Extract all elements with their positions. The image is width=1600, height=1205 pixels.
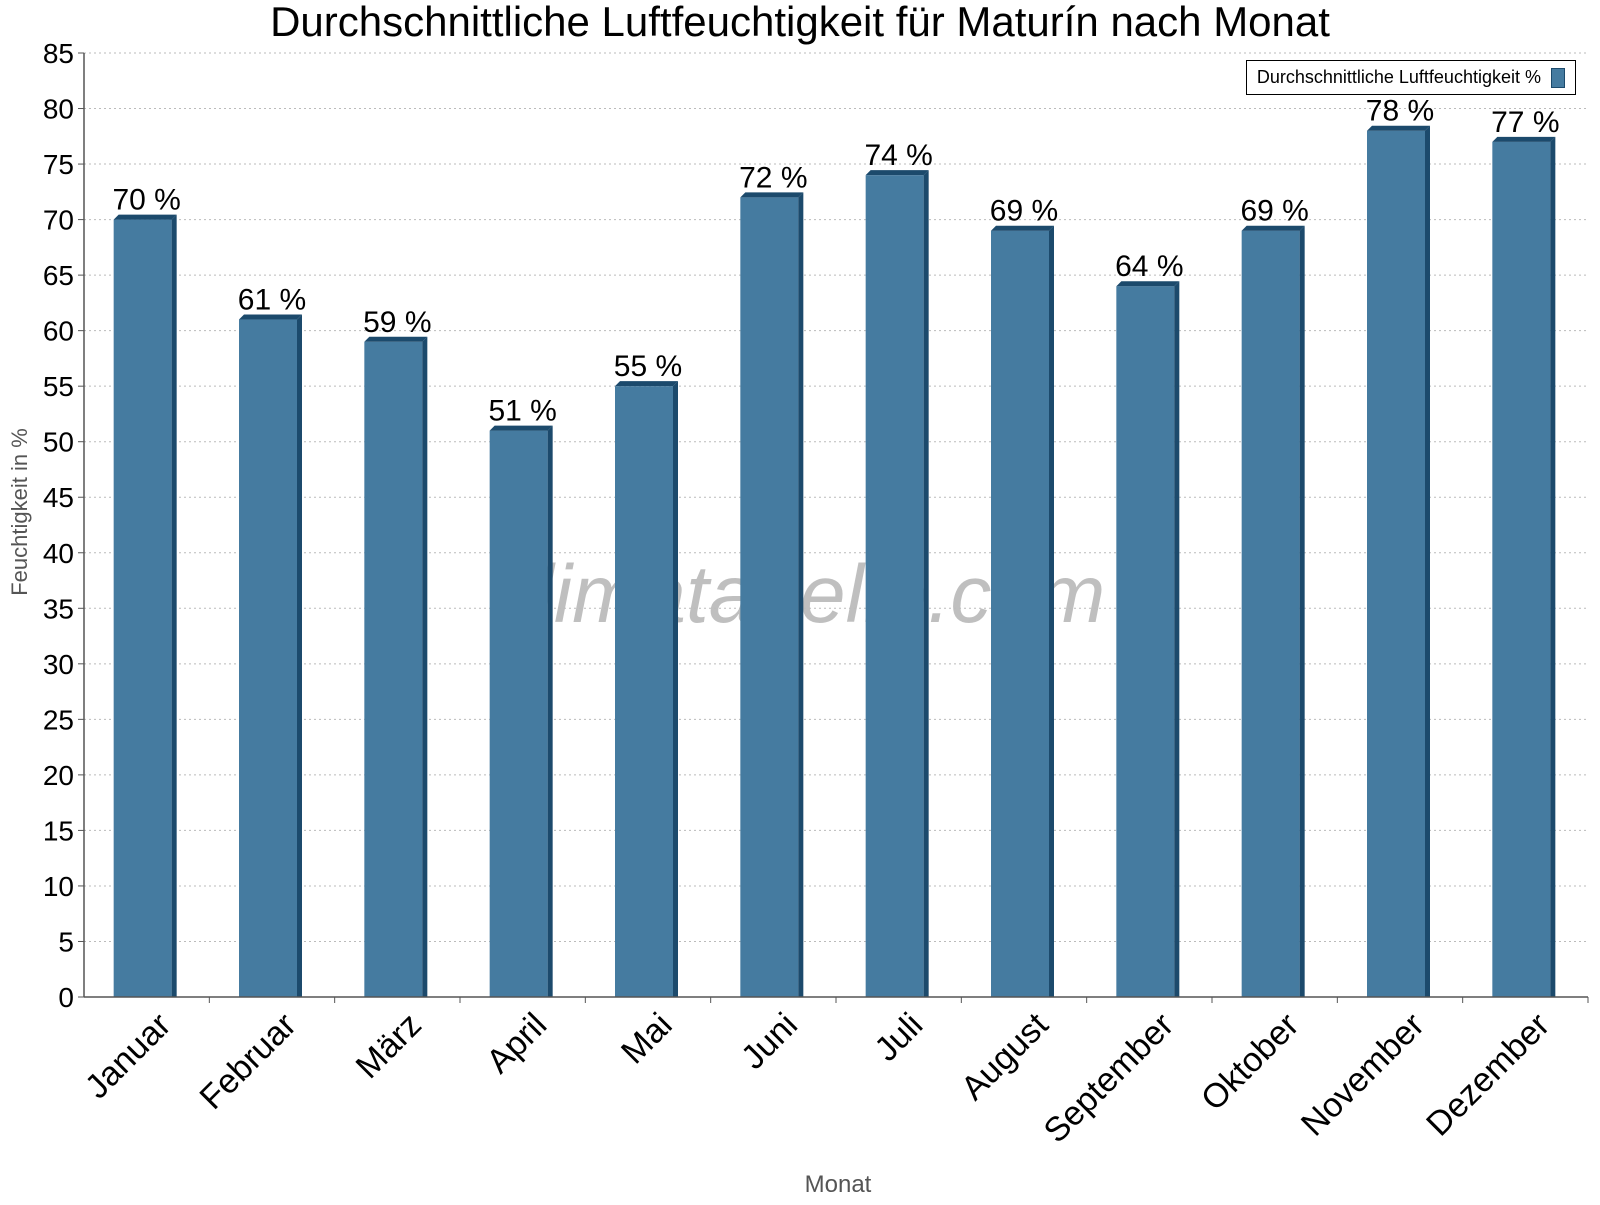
legend-label: Durchschnittliche Luftfeuchtigkeit % <box>1256 67 1541 87</box>
bar-side <box>1049 225 1054 998</box>
bar <box>489 430 548 998</box>
chart-title: Durchschnittliche Luftfeuchtigkeit für M… <box>270 0 1330 45</box>
bar-side <box>422 336 428 997</box>
x-axis-label: Monat <box>805 1171 872 1198</box>
bar <box>991 230 1049 998</box>
bar-side <box>923 170 929 998</box>
x-tick-label: Juli <box>867 1006 930 1069</box>
bar <box>1367 130 1425 997</box>
y-tick-label: 25 <box>43 704 74 735</box>
bar-side <box>171 214 177 997</box>
y-axis-label: Feuchtigkeit in % <box>7 428 32 596</box>
data-label: 61 % <box>238 284 306 317</box>
data-label: 74 % <box>864 139 932 172</box>
bar-top <box>1116 281 1180 287</box>
y-tick-label: 45 <box>43 482 74 513</box>
x-tick-label: April <box>479 1006 554 1081</box>
bar <box>865 175 924 998</box>
bar <box>113 219 172 997</box>
y-tick-label: 5 <box>58 926 74 957</box>
x-tick-label: Mai <box>614 1006 680 1072</box>
bar-top <box>740 192 804 198</box>
x-tick-label: September <box>1037 1006 1181 1150</box>
y-tick-label: 80 <box>43 94 74 125</box>
y-tick-label: 65 <box>43 260 74 291</box>
bar-side <box>1550 136 1556 998</box>
y-tick-label: 50 <box>43 427 74 458</box>
x-tick-label: November <box>1294 1006 1432 1144</box>
y-tick-label: 40 <box>43 538 74 569</box>
data-label: 77 % <box>1491 106 1559 139</box>
y-tick-label: 60 <box>43 316 74 347</box>
bar-top <box>991 225 1054 231</box>
bar <box>1241 230 1300 998</box>
bar-side <box>297 314 302 998</box>
y-tick-label: 85 <box>43 38 74 69</box>
bar-side <box>547 425 553 998</box>
data-label: 55 % <box>614 350 682 383</box>
data-label: 51 % <box>488 395 556 428</box>
bar-side <box>1299 225 1305 998</box>
bar <box>1116 286 1175 998</box>
x-tick-label: Dezember <box>1419 1006 1557 1144</box>
y-tick-label: 70 <box>43 205 74 236</box>
data-label: 69 % <box>1240 195 1308 228</box>
legend: Durchschnittliche Luftfeuchtigkeit % <box>1245 60 1576 95</box>
bar <box>1492 141 1551 998</box>
bar <box>615 386 673 997</box>
y-tick-label: 75 <box>43 149 74 180</box>
y-tick-label: 20 <box>43 760 74 791</box>
x-tick-label: Februar <box>193 1006 304 1117</box>
x-tick-label: Januar <box>78 1006 178 1106</box>
x-tick-label: August <box>954 1005 1056 1107</box>
data-label: 70 % <box>112 184 180 217</box>
x-tick-label: Oktober <box>1194 1006 1306 1118</box>
bar <box>364 341 423 997</box>
bar <box>740 197 799 997</box>
bar-side <box>673 381 678 997</box>
bar <box>239 319 297 998</box>
axes-layer: 0 5 10 15 20 25 30 35 40 45 50 55 60 65 70 75 80 85 <box>43 38 1589 1013</box>
bar-side <box>1174 281 1180 998</box>
y-tick-label: 35 <box>43 593 74 624</box>
bar-top <box>865 170 929 176</box>
y-tick-label: 55 <box>43 371 74 402</box>
y-tick-label: 10 <box>43 871 74 902</box>
y-tick-label: 30 <box>43 649 74 680</box>
bars-layer <box>113 125 1556 998</box>
bar-top <box>489 425 553 431</box>
bar-top <box>1367 125 1430 131</box>
data-label: 72 % <box>739 161 807 194</box>
bar-side <box>1425 125 1430 998</box>
bar-top <box>615 381 678 387</box>
data-label: 59 % <box>363 306 431 339</box>
data-label: 64 % <box>1115 250 1183 283</box>
data-label: 69 % <box>990 195 1058 228</box>
y-tick-label: 0 <box>58 982 74 1013</box>
y-tick-label: 15 <box>43 815 74 846</box>
grid-layer <box>84 52 1588 942</box>
x-tick-label: Juni <box>734 1006 805 1077</box>
bar-side <box>798 192 804 997</box>
data-label: 78 % <box>1366 95 1434 128</box>
bar-top <box>113 214 177 220</box>
bar-top <box>1492 136 1556 142</box>
bar-top <box>1241 225 1305 231</box>
bar-top <box>239 314 302 320</box>
bar-top <box>364 336 428 342</box>
legend-swatch <box>1551 67 1565 88</box>
x-tick-label: März <box>349 1006 429 1086</box>
